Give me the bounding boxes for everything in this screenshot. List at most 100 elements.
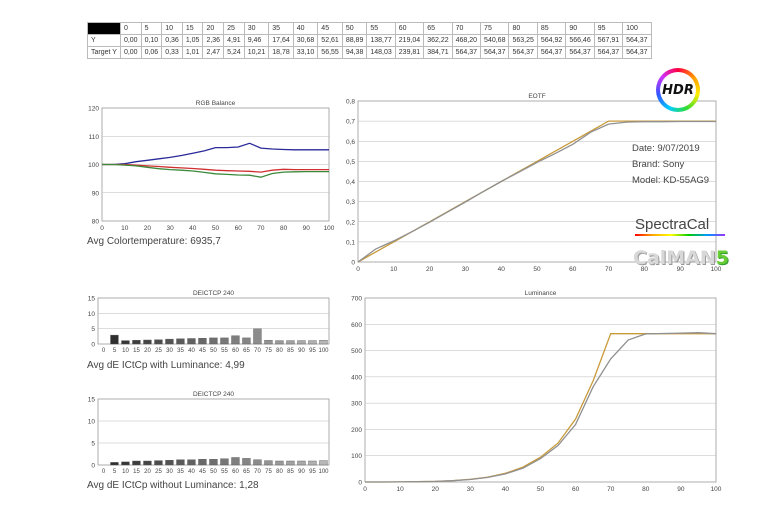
y-tick-label: 0 <box>358 480 362 487</box>
bar <box>209 337 218 345</box>
x-tick-label: 30 <box>166 348 173 354</box>
series-line-0 <box>102 142 329 166</box>
bar <box>253 328 262 345</box>
chart-title: DEICTCP 240 <box>193 290 234 297</box>
x-tick-label: 5 <box>113 469 117 475</box>
table-cell: 564,37 <box>565 46 595 59</box>
x-tick-label: 90 <box>303 225 311 232</box>
bar <box>253 459 262 466</box>
x-tick-label: 35 <box>177 469 184 475</box>
x-tick-label: 80 <box>276 469 283 475</box>
y-tick-label: 0 <box>91 463 95 470</box>
bar <box>121 461 130 466</box>
plot-frame <box>364 297 717 483</box>
y-tick-label: 0,6 <box>346 139 355 146</box>
x-tick-label: 0 <box>363 486 367 493</box>
series-line-1 <box>365 332 717 483</box>
table-row: Y 0,00 0,10 0,36 1,05 2,36 4,91 9,46 17,64 30,68 5… <box>87 34 652 47</box>
x-tick-label: 100 <box>711 486 722 493</box>
bar <box>154 339 163 345</box>
x-tick-label: 75 <box>265 348 272 354</box>
x-tick-label: 90 <box>677 266 685 273</box>
dE-with-lum-caption: Avg dE ICtCp with Luminance: 4,99 <box>87 360 245 371</box>
bar <box>110 462 119 466</box>
dE-without-lum-caption: Avg dE ICtCp without Luminance: 1,28 <box>87 480 259 491</box>
bar <box>176 338 185 345</box>
x-tick-label: 5 <box>113 348 117 354</box>
bar <box>286 340 295 345</box>
x-tick-label: 40 <box>188 469 195 475</box>
bar <box>319 340 328 345</box>
table-cell: 540,68 <box>480 34 510 47</box>
bar <box>220 458 229 466</box>
table-cell: 564,37 <box>536 46 567 59</box>
x-tick-label: 20 <box>144 348 151 354</box>
y-tick-label: 10 <box>88 419 96 426</box>
y-tick-label: 110 <box>89 134 100 141</box>
bar <box>242 337 251 345</box>
bar <box>231 335 240 345</box>
table-cell: 0,33 <box>161 46 183 59</box>
x-tick-label: 30 <box>166 469 173 475</box>
table-cell: 564,37 <box>480 46 510 59</box>
y-tick-label: 0,7 <box>346 119 355 126</box>
y-tick-label: 200 <box>351 427 362 434</box>
y-tick-label: 0,4 <box>346 179 355 186</box>
y-tick-label: 0,8 <box>346 99 355 106</box>
bar <box>198 459 207 466</box>
x-tick-label: 90 <box>677 486 685 493</box>
bar <box>132 460 141 466</box>
x-tick-label: 60 <box>572 486 580 493</box>
info-model: Model: KD-55AG9 <box>632 175 710 186</box>
calman-logo: CalMAN5 <box>633 247 729 269</box>
x-tick-label: 100 <box>318 469 329 475</box>
y-tick-label: 0,3 <box>346 199 355 206</box>
x-tick-label: 80 <box>276 348 283 354</box>
x-tick-label: 75 <box>265 469 272 475</box>
measurement-table: 0 5 10 15 20 25 30 35 40 45 50 55 60 65 70 75 80 85 90 95 10… <box>87 22 652 59</box>
x-tick-label: 55 <box>221 348 228 354</box>
x-tick-label: 50 <box>212 225 220 232</box>
table-cell: 2,47 <box>202 46 225 59</box>
chart-title: Luminance <box>525 290 557 297</box>
x-tick-label: 95 <box>309 469 316 475</box>
bar <box>176 459 185 466</box>
x-tick-label: 85 <box>287 348 294 354</box>
x-tick-label: 40 <box>502 486 510 493</box>
x-tick-label: 40 <box>189 225 197 232</box>
x-tick-label: 40 <box>188 348 195 354</box>
x-tick-label: 0 <box>100 225 104 232</box>
table-cell: 10,21 <box>243 46 270 59</box>
y-tick-label: 120 <box>88 106 99 113</box>
y-tick-label: 0 <box>91 342 95 349</box>
x-tick-label: 20 <box>426 266 434 273</box>
bar <box>165 338 174 345</box>
x-tick-label: 40 <box>498 266 506 273</box>
x-tick-label: 100 <box>324 225 335 232</box>
y-tick-label: 15 <box>88 397 96 404</box>
chart-4: Luminance 0 100 200 300 400 500 600 700 0 10 20 30 40… <box>351 290 722 493</box>
series-line-1 <box>357 120 716 263</box>
x-tick-label: 10 <box>122 469 129 475</box>
plot-frame <box>97 398 330 466</box>
x-tick-label: 60 <box>232 469 239 475</box>
bar <box>220 337 229 345</box>
x-tick-label: 70 <box>254 469 261 475</box>
chart-0: RGB Balance 80 90 100 110 120 0 10 20 30 40 50 60 70 8… <box>88 100 335 232</box>
table-cell: 564,37 <box>622 46 652 59</box>
bar <box>264 340 273 345</box>
x-tick-label: 70 <box>605 266 613 273</box>
table-cell: 138,77 <box>366 34 396 47</box>
x-tick-label: 80 <box>280 225 288 232</box>
x-tick-label: 65 <box>243 469 250 475</box>
x-tick-label: 90 <box>298 348 305 354</box>
y-tick-label: 5 <box>91 441 95 448</box>
x-tick-label: 50 <box>210 348 217 354</box>
x-tick-label: 15 <box>133 469 140 475</box>
x-tick-label: 25 <box>155 348 162 354</box>
x-tick-label: 90 <box>298 469 305 475</box>
calman-logo-number: 5 <box>715 247 730 269</box>
bar <box>308 460 317 466</box>
table-cell: 94,38 <box>341 46 368 59</box>
y-tick-label: 0,5 <box>346 159 355 166</box>
